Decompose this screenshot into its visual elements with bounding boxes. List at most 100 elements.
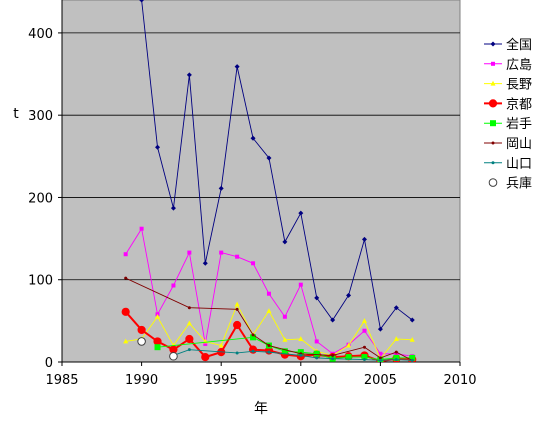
data-point [251, 333, 255, 337]
data-point [298, 282, 303, 287]
data-point [409, 317, 415, 323]
data-point [378, 356, 382, 360]
data-point [266, 308, 272, 313]
data-point [297, 349, 304, 356]
series-line [173, 349, 413, 361]
data-point [362, 328, 367, 333]
data-point [266, 155, 272, 161]
legend-label: 京都 [506, 97, 532, 112]
data-point [409, 354, 416, 361]
data-point [282, 239, 288, 245]
legend-marker [490, 41, 496, 47]
x-tick-label: 1985 [45, 373, 78, 388]
data-point [282, 336, 288, 342]
series-6 [124, 276, 414, 362]
data-point [362, 345, 366, 349]
data-point [394, 351, 399, 356]
data-point [171, 283, 176, 288]
data-point [331, 357, 335, 361]
data-point [362, 358, 366, 362]
data-point [186, 320, 192, 326]
series-8 [137, 337, 178, 361]
legend-item: 長野 [484, 78, 532, 93]
data-point [123, 252, 128, 257]
data-point [393, 336, 399, 341]
data-point [378, 358, 382, 362]
x-tick-label: 2005 [364, 373, 397, 388]
data-point [267, 344, 271, 348]
data-point [314, 339, 319, 344]
data-point [203, 341, 208, 346]
data-point [185, 334, 194, 344]
data-point [137, 337, 146, 346]
x-tick-label: 1995 [205, 373, 238, 388]
legend-item: 広島 [484, 58, 532, 73]
data-point [409, 336, 415, 342]
data-point [155, 144, 161, 150]
legend-label: 兵庫 [506, 177, 532, 192]
data-point [139, 226, 144, 231]
legend-marker [491, 61, 495, 66]
data-point [394, 358, 398, 362]
legend-marker [491, 141, 495, 145]
data-point [187, 306, 191, 310]
data-point [315, 356, 319, 360]
data-point [299, 353, 303, 357]
data-point [218, 342, 224, 348]
x-tick-label: 2000 [284, 373, 317, 388]
legend-label: 全国 [506, 37, 532, 53]
data-point [169, 351, 178, 361]
y-tick-label: 200 [28, 191, 53, 206]
data-point [361, 354, 368, 361]
legend-item: 山口 [484, 157, 532, 172]
data-point [235, 307, 239, 311]
data-point [154, 344, 161, 351]
data-point [314, 295, 320, 301]
legend-item: 兵庫 [488, 177, 532, 192]
data-point [267, 350, 271, 354]
legend-item: 岡山 [484, 137, 532, 152]
series-7 [171, 348, 414, 362]
data-point [124, 276, 128, 280]
data-point [410, 358, 414, 362]
y-tick-label: 100 [28, 274, 53, 289]
data-point [346, 342, 352, 348]
y-tick-label: 400 [28, 27, 53, 42]
legend-marker [490, 80, 496, 86]
data-point [234, 301, 240, 307]
data-point [282, 314, 287, 319]
data-point [153, 337, 162, 346]
data-point [361, 236, 367, 242]
data-point [345, 354, 352, 361]
legend-label: 岩手 [506, 117, 532, 132]
data-point [330, 317, 336, 323]
series-line [141, 0, 413, 331]
y-tick-label: 0 [45, 356, 53, 371]
data-point [233, 320, 242, 330]
legend-label: 長野 [506, 78, 532, 93]
data-point [377, 326, 383, 332]
data-point [219, 250, 224, 255]
data-point [187, 348, 191, 352]
data-point [201, 352, 210, 362]
data-point [394, 350, 398, 354]
data-point [137, 325, 146, 335]
plot-area [61, 0, 461, 363]
data-point [251, 261, 256, 266]
legend-label: 山口 [506, 157, 532, 172]
data-point [155, 313, 161, 319]
data-point [281, 348, 288, 355]
legend-marker [490, 120, 496, 127]
legend-label: 岡山 [506, 137, 532, 152]
y-axis-label: t [13, 106, 19, 122]
data-point [235, 351, 239, 355]
data-point [393, 354, 400, 361]
data-point [202, 260, 208, 266]
data-point [251, 349, 255, 353]
data-point [186, 72, 192, 78]
data-point [298, 336, 304, 341]
legend-marker [488, 178, 498, 187]
y-tick-label: 300 [28, 109, 53, 124]
